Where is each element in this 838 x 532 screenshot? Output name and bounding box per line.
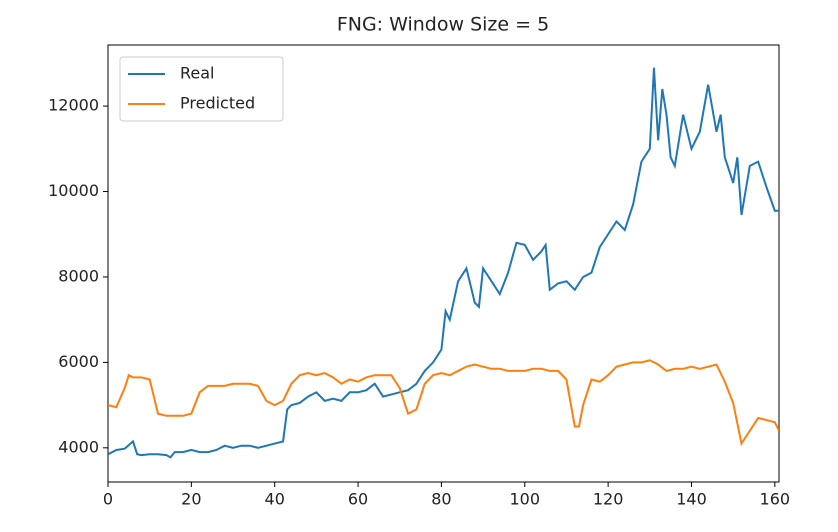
line-series xyxy=(108,359,779,447)
x-tick-label: 100 xyxy=(509,490,540,509)
x-tick-label: 120 xyxy=(593,490,624,509)
plot-frame xyxy=(107,44,780,483)
x-tick-label: 20 xyxy=(181,490,201,509)
x-tick-label: 160 xyxy=(760,490,791,509)
y-tick-label: 10000 xyxy=(48,181,99,200)
legend-label: Predicted xyxy=(180,94,255,113)
y-tick-label: 4000 xyxy=(58,437,99,456)
line-series xyxy=(108,67,779,459)
x-tick-label: 140 xyxy=(676,490,707,509)
y-tick-label: 6000 xyxy=(58,352,99,371)
y-tick-label: 12000 xyxy=(48,96,99,115)
x-tick-label: 0 xyxy=(103,490,113,509)
x-tick-label: 40 xyxy=(265,490,285,509)
legend-label: Real xyxy=(180,64,215,83)
y-tick-label: 8000 xyxy=(58,266,99,285)
chart-title: FNG: Window Size = 5 xyxy=(337,14,549,36)
x-tick-label: 80 xyxy=(431,490,451,509)
x-tick-label: 60 xyxy=(348,490,368,509)
